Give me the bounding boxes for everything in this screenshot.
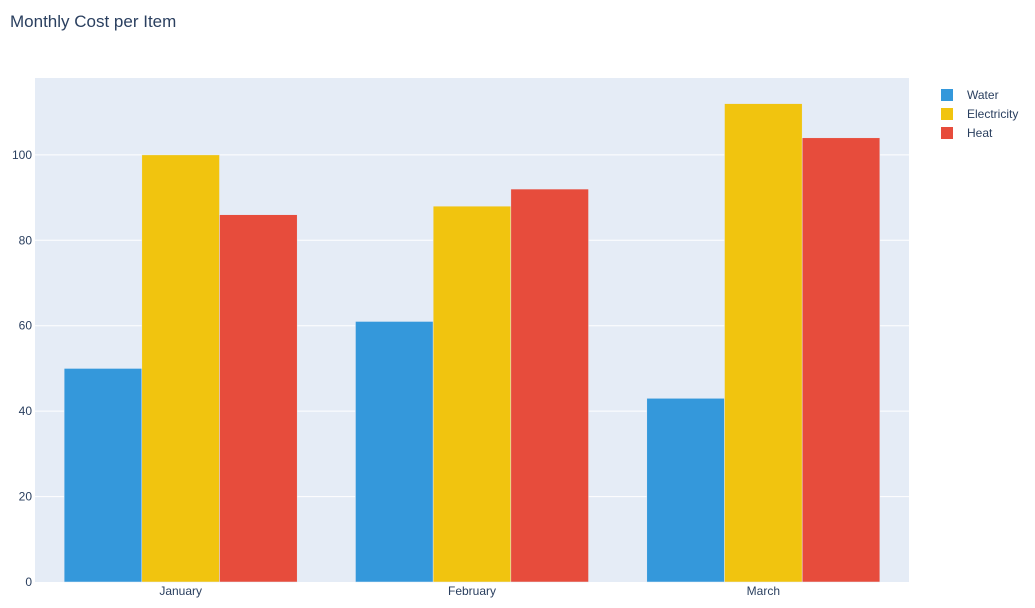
bar-electricity-january[interactable]	[141, 154, 220, 583]
bar-water-january[interactable]	[63, 368, 143, 583]
y-axis-ticks: 0 20 40 60 80 100	[12, 148, 32, 589]
bars	[63, 103, 881, 583]
legend-item-heat[interactable]: Heat	[941, 123, 1018, 142]
legend-item-electricity[interactable]: Electricity	[941, 104, 1018, 123]
y-tick-label: 0	[25, 575, 32, 589]
bar-water-february[interactable]	[355, 321, 434, 583]
x-axis-ticks: January February March	[159, 584, 780, 598]
bar-heat-january[interactable]	[219, 214, 298, 583]
y-tick-label: 20	[19, 490, 33, 504]
legend-swatch	[941, 107, 953, 120]
legend[interactable]: Water Electricity Heat	[941, 85, 1018, 142]
y-tick-label: 40	[19, 404, 33, 418]
legend-item-water[interactable]: Water	[941, 85, 1018, 104]
y-tick-label: 100	[12, 148, 32, 162]
bar-electricity-february[interactable]	[432, 205, 512, 583]
legend-label: Heat	[967, 125, 993, 140]
x-tick-label: March	[747, 584, 780, 598]
bar-heat-february[interactable]	[510, 188, 589, 583]
x-tick-label: January	[159, 584, 202, 598]
legend-swatch	[941, 126, 953, 139]
x-tick-label: February	[448, 584, 496, 598]
bar-water-march[interactable]	[646, 398, 725, 583]
y-tick-label: 80	[19, 233, 33, 247]
bar-electricity-march[interactable]	[724, 103, 803, 583]
bar-heat-march[interactable]	[801, 137, 881, 583]
chart-title: Monthly Cost per Item	[10, 12, 177, 31]
legend-label: Water	[967, 87, 999, 102]
legend-label: Electricity	[967, 106, 1019, 121]
y-tick-label: 60	[19, 319, 33, 333]
legend-swatch	[941, 88, 953, 101]
